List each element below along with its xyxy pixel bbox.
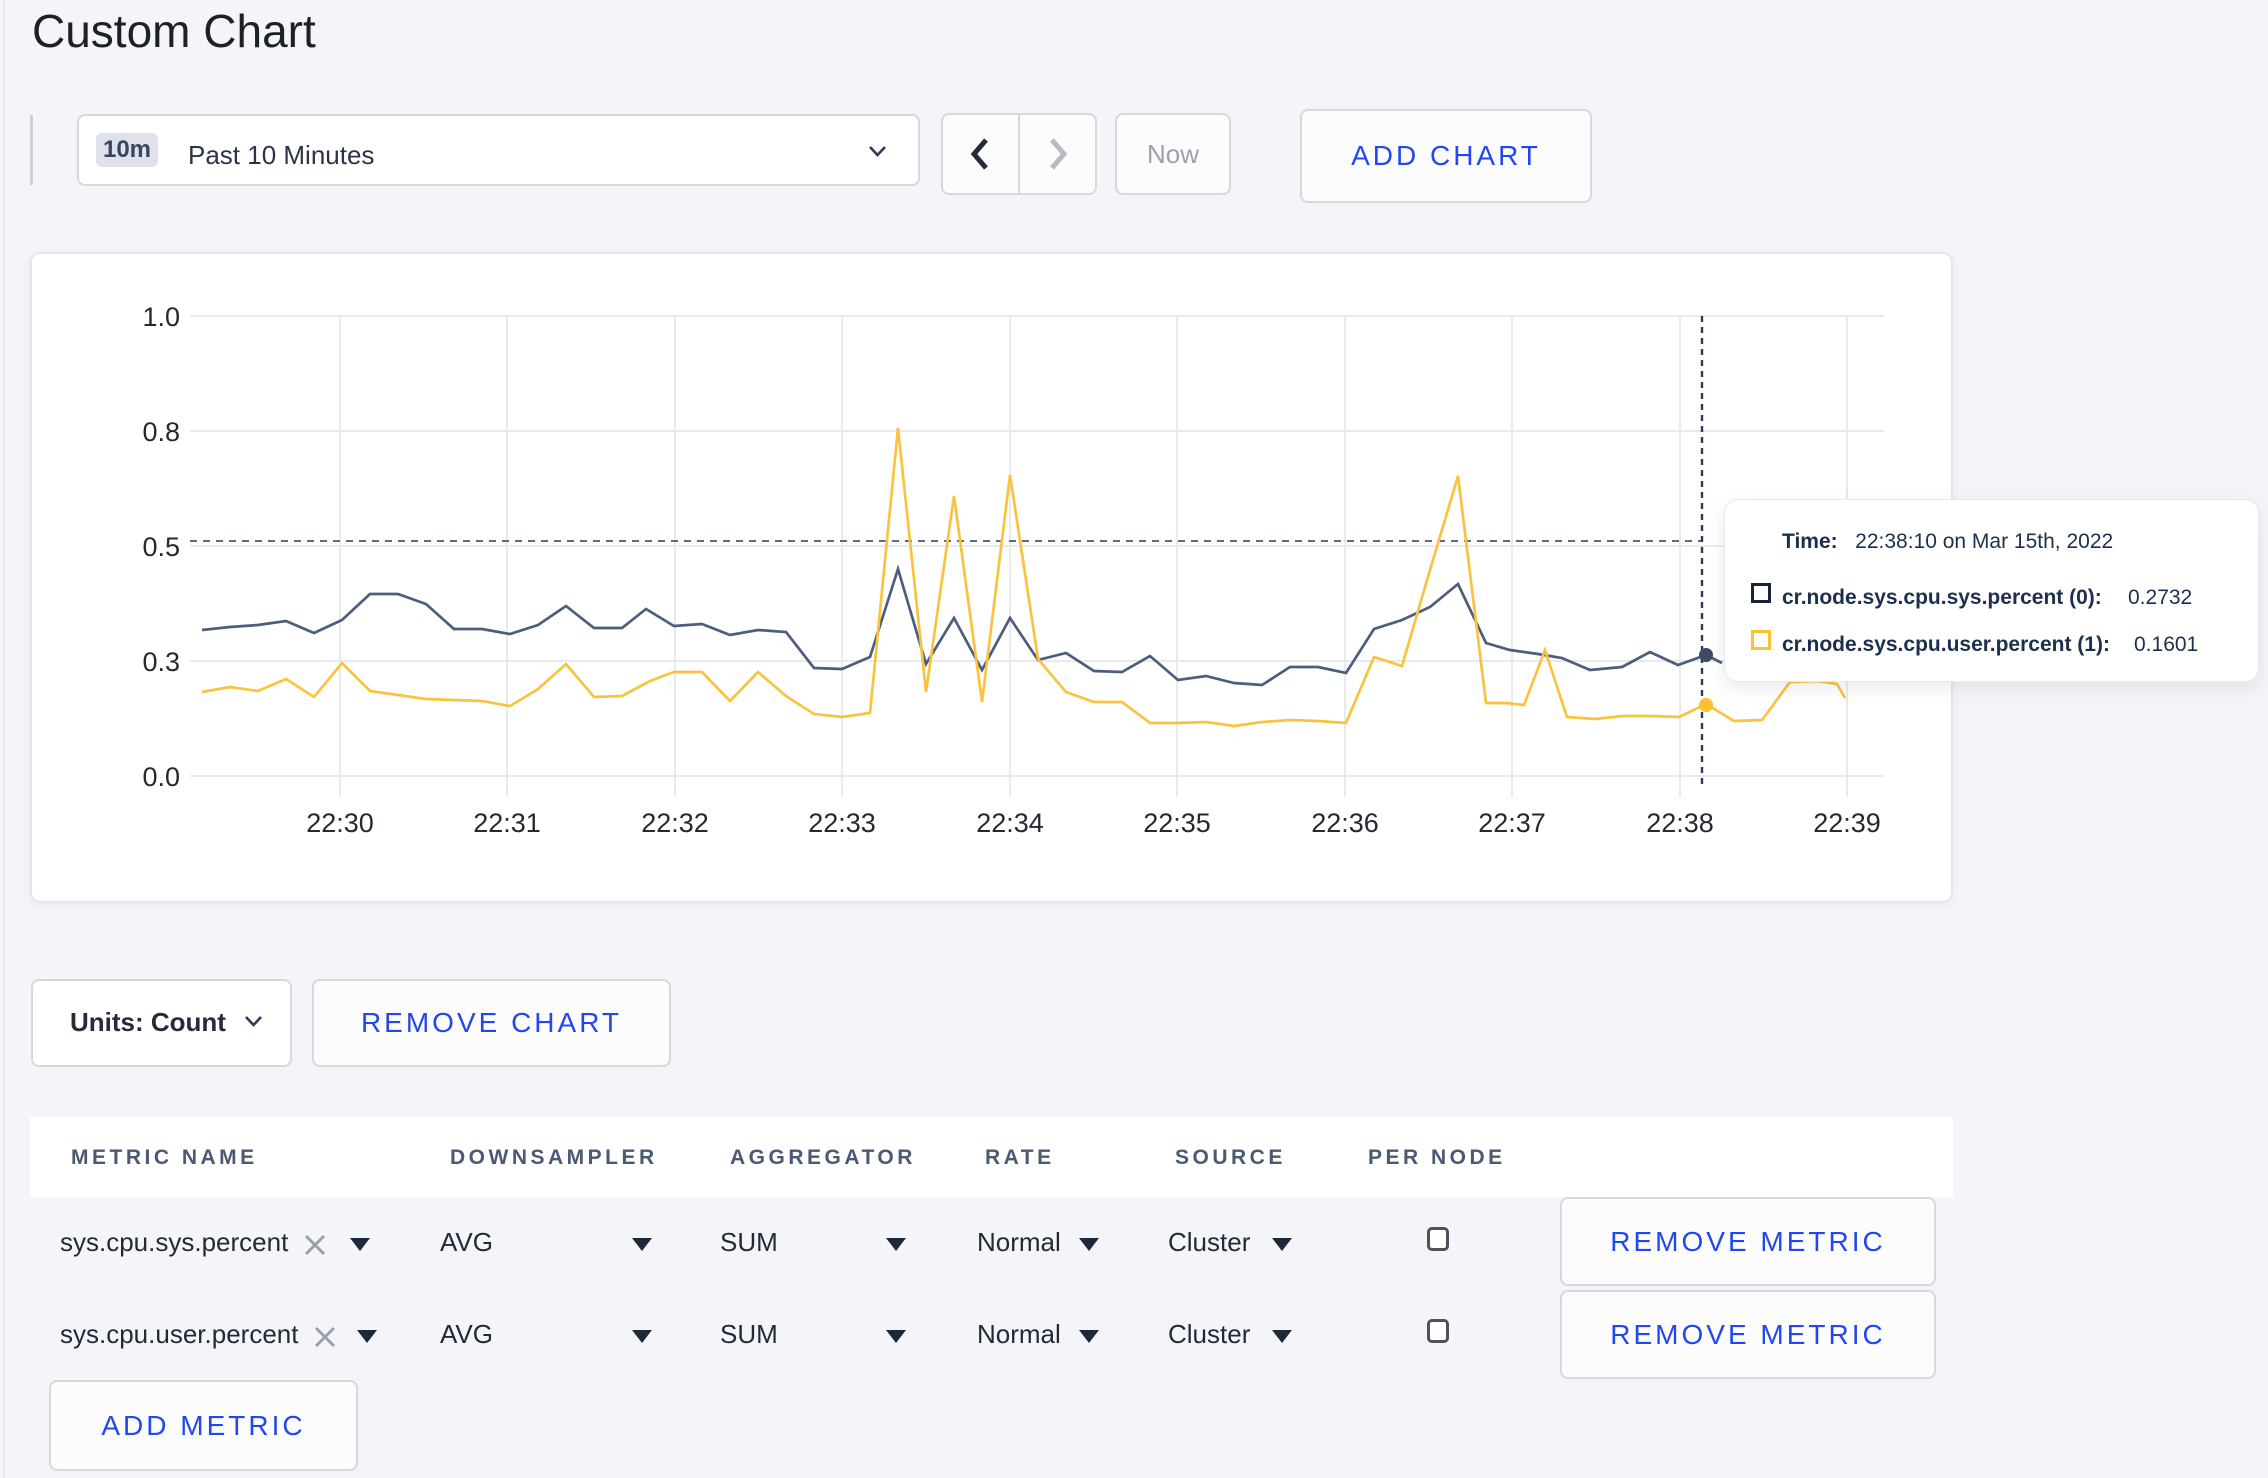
svg-text:22:38: 22:38 (1646, 808, 1714, 838)
svg-text:0.5: 0.5 (142, 532, 180, 562)
svg-text:0.8: 0.8 (142, 417, 180, 447)
svg-text:22:39: 22:39 (1813, 808, 1881, 838)
svg-text:0.3: 0.3 (142, 647, 180, 677)
svg-text:22:34: 22:34 (976, 808, 1044, 838)
svg-text:22:30: 22:30 (306, 808, 374, 838)
svg-text:0.0: 0.0 (142, 762, 180, 792)
svg-text:22:31: 22:31 (473, 808, 541, 838)
svg-text:1.0: 1.0 (142, 302, 180, 332)
svg-text:22:32: 22:32 (641, 808, 709, 838)
svg-text:22:36: 22:36 (1311, 808, 1379, 838)
svg-text:22:35: 22:35 (1143, 808, 1211, 838)
svg-text:22:37: 22:37 (1478, 808, 1546, 838)
svg-text:22:33: 22:33 (808, 808, 876, 838)
